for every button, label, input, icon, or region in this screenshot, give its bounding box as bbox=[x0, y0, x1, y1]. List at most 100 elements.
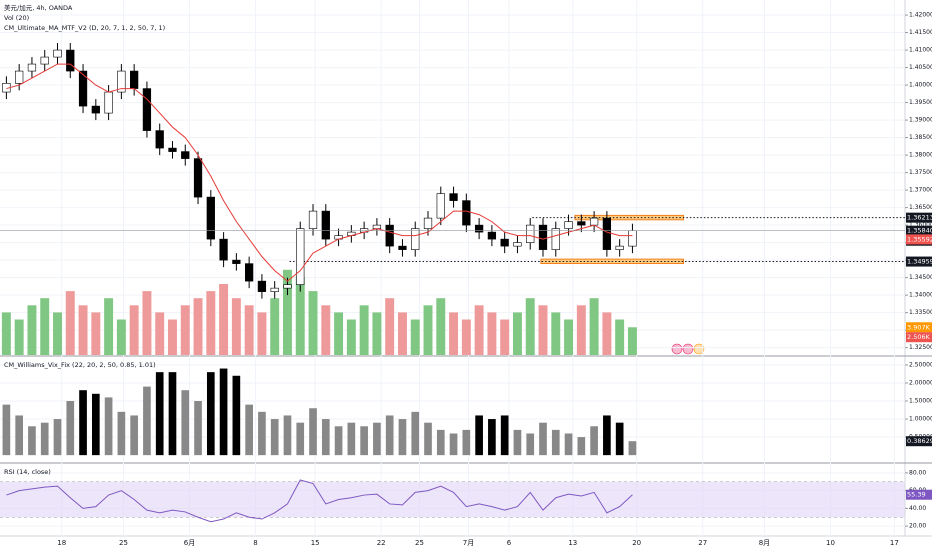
value-tag-bg bbox=[906, 436, 932, 447]
x-tick-label: 17 bbox=[890, 539, 899, 547]
volume-tag: 2.506K bbox=[907, 333, 931, 341]
volume-bar bbox=[40, 298, 50, 355]
y-tick-label: 1.34500 bbox=[909, 274, 932, 281]
volume-bar bbox=[397, 312, 407, 355]
vix-bar bbox=[500, 415, 509, 456]
candle-body bbox=[245, 263, 254, 282]
candle-body bbox=[193, 158, 203, 198]
volume-bar bbox=[129, 305, 139, 355]
volume-bar bbox=[538, 305, 548, 355]
vix-bar bbox=[385, 415, 394, 456]
candle-body bbox=[15, 70, 24, 84]
y-tick-label: 1.40500 bbox=[909, 64, 932, 71]
pane-title: CM_Williams_Vix_Fix (22, 20, 2, 50, 0.85… bbox=[4, 361, 156, 369]
candle-body bbox=[526, 224, 535, 243]
y-tick-label: 1.38500 bbox=[909, 134, 932, 141]
y-tick-label: 2.00000 bbox=[909, 379, 932, 386]
volume-bar bbox=[308, 291, 318, 355]
vix-bar bbox=[564, 433, 573, 456]
vix-bar bbox=[155, 372, 164, 456]
volume-bar bbox=[423, 305, 433, 355]
volume-bar bbox=[180, 305, 190, 355]
candle-body bbox=[270, 287, 279, 292]
volume-bar bbox=[615, 319, 625, 355]
vix-bar bbox=[28, 426, 36, 456]
vix-bar bbox=[360, 426, 368, 456]
candle-body bbox=[462, 200, 471, 226]
volume-bar bbox=[53, 312, 62, 355]
vix-bar bbox=[628, 441, 637, 456]
volume-bar bbox=[219, 284, 229, 355]
vix-bar bbox=[206, 372, 215, 456]
candle-body bbox=[40, 56, 49, 65]
y-tick-label: 1.00000 bbox=[909, 416, 932, 423]
y-tick-label: 40.00 bbox=[909, 505, 926, 512]
candle-body bbox=[91, 105, 100, 114]
volume-bar bbox=[78, 305, 88, 355]
volume-bar bbox=[589, 298, 599, 355]
candle-body bbox=[181, 151, 190, 159]
candle-body bbox=[53, 49, 62, 58]
volume-bar bbox=[576, 305, 586, 355]
vix-bar bbox=[615, 422, 624, 456]
volume-bar bbox=[461, 319, 471, 355]
y-tick-label: 1.32500 bbox=[909, 344, 932, 351]
vix-bar bbox=[539, 422, 547, 456]
volume-bar bbox=[410, 319, 420, 355]
volume-tag-bg bbox=[906, 332, 932, 343]
vix-bar bbox=[143, 386, 151, 456]
y-tick-label: 2.50000 bbox=[909, 361, 932, 368]
x-tick-label: 27 bbox=[698, 539, 707, 547]
indicator-label: CM_Ultimate_MA_MTF_V2 (D, 20, 7, 1, 2, 5… bbox=[4, 24, 165, 32]
x-tick-label: 8 bbox=[253, 539, 257, 547]
value-tag: 55.39 bbox=[907, 491, 926, 499]
price-tag: 1.35592 bbox=[907, 235, 932, 243]
candle-body bbox=[283, 284, 292, 289]
vix-bar bbox=[258, 411, 266, 456]
x-tick-label: 7月 bbox=[463, 539, 474, 547]
volume-bar bbox=[231, 298, 241, 355]
x-tick-label: 8月 bbox=[759, 539, 770, 547]
y-tick-label: 80.00 bbox=[909, 469, 926, 476]
candle-body bbox=[436, 193, 445, 219]
candle-body bbox=[219, 238, 228, 261]
candle-body bbox=[398, 245, 407, 250]
volume-bar bbox=[91, 312, 101, 355]
rsi-line bbox=[6, 479, 633, 523]
vix-bar bbox=[270, 419, 279, 456]
vix-bar bbox=[91, 393, 100, 456]
y-tick-label: 1.36500 bbox=[909, 204, 932, 211]
volume-bar bbox=[385, 298, 395, 355]
vix-bar bbox=[15, 415, 23, 456]
price-tag-bg bbox=[906, 234, 932, 245]
y-tick-label: 1.50000 bbox=[909, 398, 932, 405]
y-tick-label: 1.34000 bbox=[909, 292, 932, 299]
vix-bar bbox=[373, 422, 381, 456]
volume-bar bbox=[244, 305, 254, 355]
volume-bar bbox=[436, 298, 446, 355]
x-tick-label: 25 bbox=[119, 539, 128, 547]
vix-bar bbox=[168, 372, 177, 456]
y-tick-label: 1.39500 bbox=[909, 99, 932, 106]
vix-bar bbox=[334, 426, 343, 456]
candle-body bbox=[602, 217, 612, 250]
indicator-label: Vol (20) bbox=[4, 14, 29, 22]
vix-bar bbox=[296, 422, 305, 456]
candle-body bbox=[232, 259, 241, 264]
pane-title: 美元/加元, 4h, OANDA bbox=[4, 3, 73, 12]
volume-bar bbox=[168, 319, 177, 355]
volume-bar bbox=[372, 312, 382, 355]
vix-bar bbox=[436, 429, 445, 456]
candle-body bbox=[257, 280, 267, 292]
y-tick-label: 1.36000 bbox=[909, 222, 932, 229]
volume-bar bbox=[564, 319, 574, 355]
volume-bar bbox=[206, 291, 216, 355]
volume-bar bbox=[65, 291, 75, 355]
candle-body bbox=[513, 242, 522, 247]
volume-bar bbox=[104, 298, 114, 355]
x-tick-label: 13 bbox=[568, 539, 577, 547]
volume-tag-bg bbox=[906, 322, 932, 333]
vix-bar bbox=[526, 433, 535, 456]
pane-title: RSI (14, close) bbox=[4, 468, 51, 476]
